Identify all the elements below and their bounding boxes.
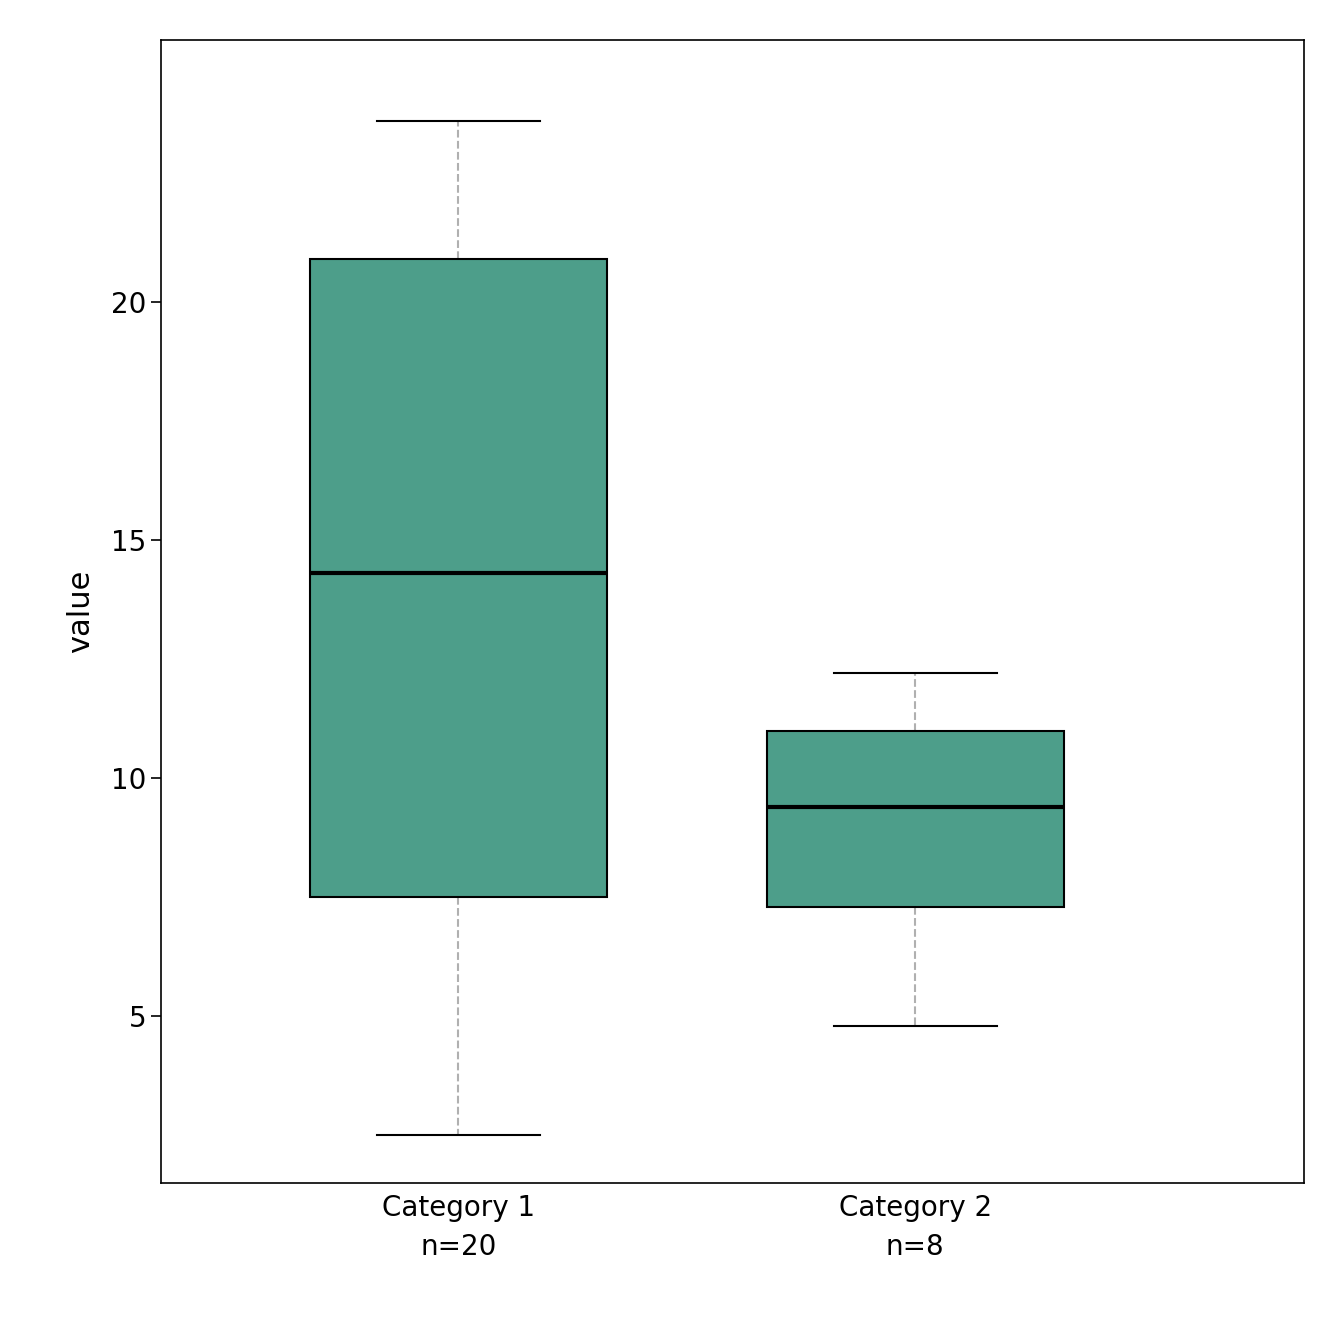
FancyBboxPatch shape (767, 731, 1064, 907)
Y-axis label: value: value (66, 570, 94, 653)
FancyBboxPatch shape (309, 259, 607, 898)
